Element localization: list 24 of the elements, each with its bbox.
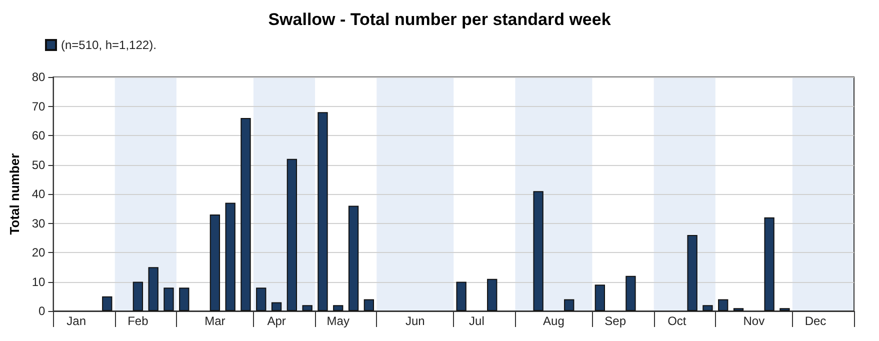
y-tick-label: 50: [32, 158, 46, 172]
y-tick-label: 20: [32, 246, 46, 260]
legend-label: (n=510, h=1,122).: [61, 38, 156, 52]
y-tick-label: 40: [32, 187, 46, 201]
y-axis-title: Total number: [7, 153, 22, 235]
chart-title: Swallow - Total number per standard week: [268, 10, 612, 29]
y-tick-label: 60: [32, 128, 46, 142]
x-tick-label: Apr: [267, 314, 286, 328]
x-tick-label: Jan: [66, 314, 86, 328]
x-tick-label: Dec: [804, 314, 826, 328]
y-tick-label: 0: [38, 304, 46, 318]
x-tick-label: Nov: [743, 314, 765, 328]
x-tick-label: Jul: [469, 314, 484, 328]
x-tick-label: Feb: [128, 314, 149, 328]
y-tick-label: 10: [32, 274, 46, 289]
x-tick-label: Oct: [668, 314, 687, 328]
x-tick-label: Sep: [604, 314, 626, 328]
x-tick-label: Aug: [543, 314, 564, 328]
y-tick-label: 80: [32, 70, 46, 84]
x-tick-label: May: [326, 314, 350, 328]
y-tick-label: 70: [32, 99, 46, 114]
x-tick-label: Mar: [204, 314, 226, 328]
y-tick-label: 30: [32, 216, 46, 230]
x-tick-label: Jun: [405, 314, 425, 328]
